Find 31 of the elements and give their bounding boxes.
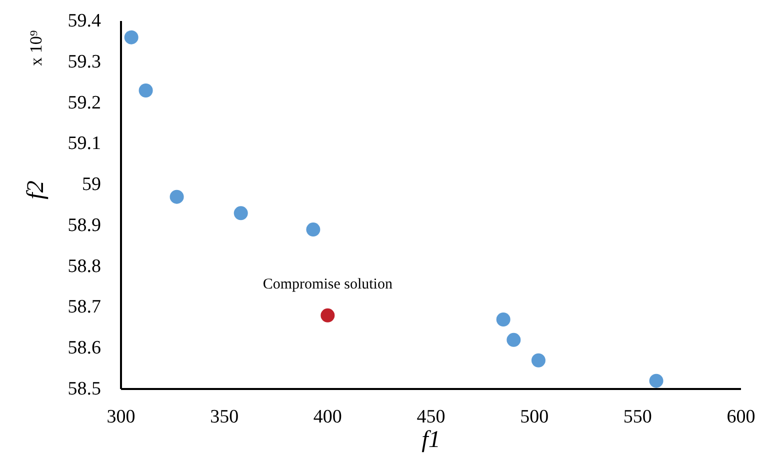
point: [496, 312, 510, 326]
y-axis-title: f2: [23, 180, 49, 200]
text: x 10⁹: [26, 30, 46, 66]
point: [124, 30, 138, 44]
point: [306, 222, 320, 237]
point: [531, 353, 546, 368]
y-tick-label: 58.7: [68, 296, 101, 318]
y-tick-label: 58.6: [68, 338, 101, 359]
annotation: Compromise solution: [262, 276, 393, 292]
y-tick-label: 59: [82, 174, 101, 196]
x-tick-label: 500: [520, 406, 549, 428]
point: [234, 206, 248, 220]
x-tick-label: 400: [313, 406, 342, 428]
point: [138, 84, 153, 98]
point: [649, 374, 664, 388]
y-tick-label: 59.1: [68, 133, 101, 154]
y-tick-label: 59.3: [68, 51, 101, 72]
point: [506, 332, 521, 347]
x-tick-label: 550: [623, 406, 652, 428]
y-tick-label: 59.2: [68, 92, 101, 114]
y-tick-label: 58.5: [68, 378, 101, 400]
x-axis-title: f1: [422, 427, 440, 453]
y-tick-label: 59.4: [68, 10, 102, 32]
point: [170, 190, 184, 204]
x-tick-label: 450: [416, 406, 446, 428]
y-tick-label: 58.8: [68, 256, 101, 277]
x-tick-label: 300: [106, 406, 136, 428]
x-tick-label: 350: [210, 406, 239, 428]
point: [320, 308, 335, 322]
y-tick-label: 58.9: [68, 214, 101, 236]
x-tick-label: 600: [726, 406, 756, 428]
